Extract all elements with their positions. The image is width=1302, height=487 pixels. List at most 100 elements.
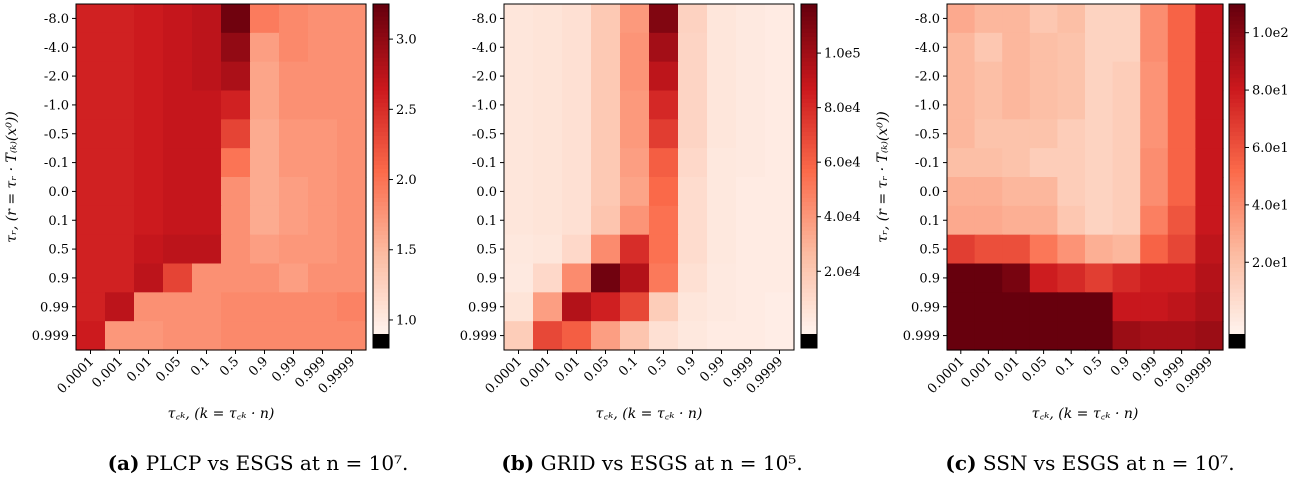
- heatmap-cell: [591, 321, 621, 351]
- colorbar-segment: [373, 53, 389, 59]
- colorbar-segment: [801, 74, 817, 79]
- heatmap-cell: [562, 90, 592, 120]
- colorbar-segment: [1229, 317, 1245, 323]
- heatmap-cell: [308, 234, 338, 265]
- colorbar-segment: [801, 247, 817, 253]
- y-tick-label: -4.0: [44, 41, 69, 56]
- heatmap-cell: [163, 119, 193, 149]
- colorbar-tick-label: 6.0e4: [824, 156, 861, 171]
- heatmap-cell: [250, 61, 280, 92]
- caption-text: PLCP vs ESGS at n = 10⁷.: [139, 451, 408, 475]
- x-tick-label: 0.1: [1053, 354, 1078, 379]
- colorbar-segment: [373, 230, 389, 236]
- colorbar-segment: [1229, 284, 1245, 290]
- heatmap-cell: [620, 292, 650, 322]
- colorbar-segment: [373, 86, 389, 92]
- colorbar-segment: [801, 90, 817, 96]
- heatmap-cell: [1057, 148, 1086, 178]
- heatmap-cell: [678, 119, 708, 149]
- heatmap-cell: [974, 205, 1003, 236]
- heatmap-cell: [707, 292, 737, 322]
- heatmap-cell: [1167, 205, 1196, 236]
- heatmap-cell: [76, 292, 106, 322]
- heatmap-cell: [1112, 321, 1141, 351]
- heatmap-cell: [591, 177, 621, 207]
- heatmap-cell: [707, 61, 737, 92]
- heatmap-cell: [308, 61, 338, 92]
- heatmap-cell: [974, 292, 1003, 322]
- heatmap-cell: [620, 119, 650, 149]
- y-tick-label: -0.1: [472, 156, 497, 171]
- heatmap-cell: [736, 119, 766, 149]
- heatmap-cell: [1140, 234, 1169, 265]
- heatmap-cell: [279, 321, 309, 351]
- colorbar-segment: [373, 8, 389, 13]
- colorbar-segment: [373, 119, 389, 125]
- colorbar-segment: [801, 123, 817, 129]
- colorbar-segment: [1229, 57, 1245, 63]
- colorbar-segment: [373, 301, 389, 306]
- heatmap-cell: [707, 205, 737, 236]
- heatmap-cell: [736, 263, 766, 293]
- colorbar-segment: [373, 177, 389, 182]
- heatmap-cell: [105, 205, 135, 236]
- heatmap-cell: [1085, 119, 1114, 149]
- colorbar-segment: [801, 259, 817, 265]
- heatmap-cell: [1002, 321, 1031, 351]
- heatmap-cell: [1195, 321, 1224, 351]
- heatmap-cell: [250, 90, 280, 120]
- heatmap-cell: [1085, 90, 1114, 120]
- colorbar-segment: [801, 214, 817, 220]
- colorbar-frame: [1228, 3, 1246, 349]
- colorbar-segment: [801, 305, 817, 310]
- heatmap-cell: [649, 205, 679, 236]
- heatmap-cell: [279, 119, 309, 149]
- colorbar-segment: [373, 160, 389, 166]
- colorbar-segment: [801, 86, 817, 92]
- colorbar-segment: [1229, 4, 1245, 9]
- heatmap-cell: [192, 205, 222, 236]
- heatmap-cell: [1195, 148, 1224, 178]
- heatmap-cell: [163, 321, 193, 351]
- y-tick-label: -0.5: [472, 127, 497, 142]
- colorbar-segment: [1229, 37, 1245, 42]
- heatmap-cell: [192, 234, 222, 265]
- colorbar-tick-label: 4.0e1: [1252, 198, 1289, 213]
- colorbar-segment: [373, 61, 389, 67]
- colorbar-segment: [1229, 243, 1245, 248]
- heatmap-cell: [163, 205, 193, 236]
- heatmap-cell: [1167, 234, 1196, 265]
- y-tick-label: 0.5: [48, 243, 69, 258]
- heatmap-cell: [678, 61, 708, 92]
- subfigure-caption: (b) GRID vs ESGS at n = 10⁵.: [501, 451, 802, 475]
- y-tick-label: -1.0: [915, 98, 940, 113]
- colorbar-segment: [1229, 136, 1245, 141]
- heatmap-cell: [620, 177, 650, 207]
- heatmap-cell: [1057, 177, 1086, 207]
- heatmap-cell: [76, 263, 106, 293]
- heatmap-cell: [221, 61, 251, 92]
- y-tick-label: 0.0: [919, 185, 940, 200]
- colorbar-segment: [801, 202, 817, 207]
- heatmap-cell: [678, 4, 708, 34]
- heatmap-cell: [250, 119, 280, 149]
- colorbar-segment: [373, 214, 389, 220]
- heatmap-cell: [562, 148, 592, 178]
- heatmap-cell: [279, 205, 309, 236]
- heatmap-cell: [1057, 321, 1086, 351]
- heatmap-cell: [1029, 321, 1058, 351]
- heatmap-cell: [533, 119, 563, 149]
- colorbar-segment: [1229, 177, 1245, 182]
- colorbar-segment: [801, 41, 817, 46]
- heatmap-cell: [1195, 119, 1224, 149]
- heatmap-cell: [1195, 263, 1224, 293]
- colorbar-segment: [1229, 74, 1245, 79]
- heatmap-cell: [1112, 4, 1141, 34]
- heatmap-cell: [1140, 263, 1169, 293]
- heatmap-cell: [1085, 292, 1114, 322]
- colorbar-segment: [801, 70, 817, 75]
- heatmap-cell: [1029, 61, 1058, 92]
- heatmap-cell: [163, 32, 193, 63]
- colorbar-segment: [801, 127, 817, 133]
- heatmap-cell: [1112, 177, 1141, 207]
